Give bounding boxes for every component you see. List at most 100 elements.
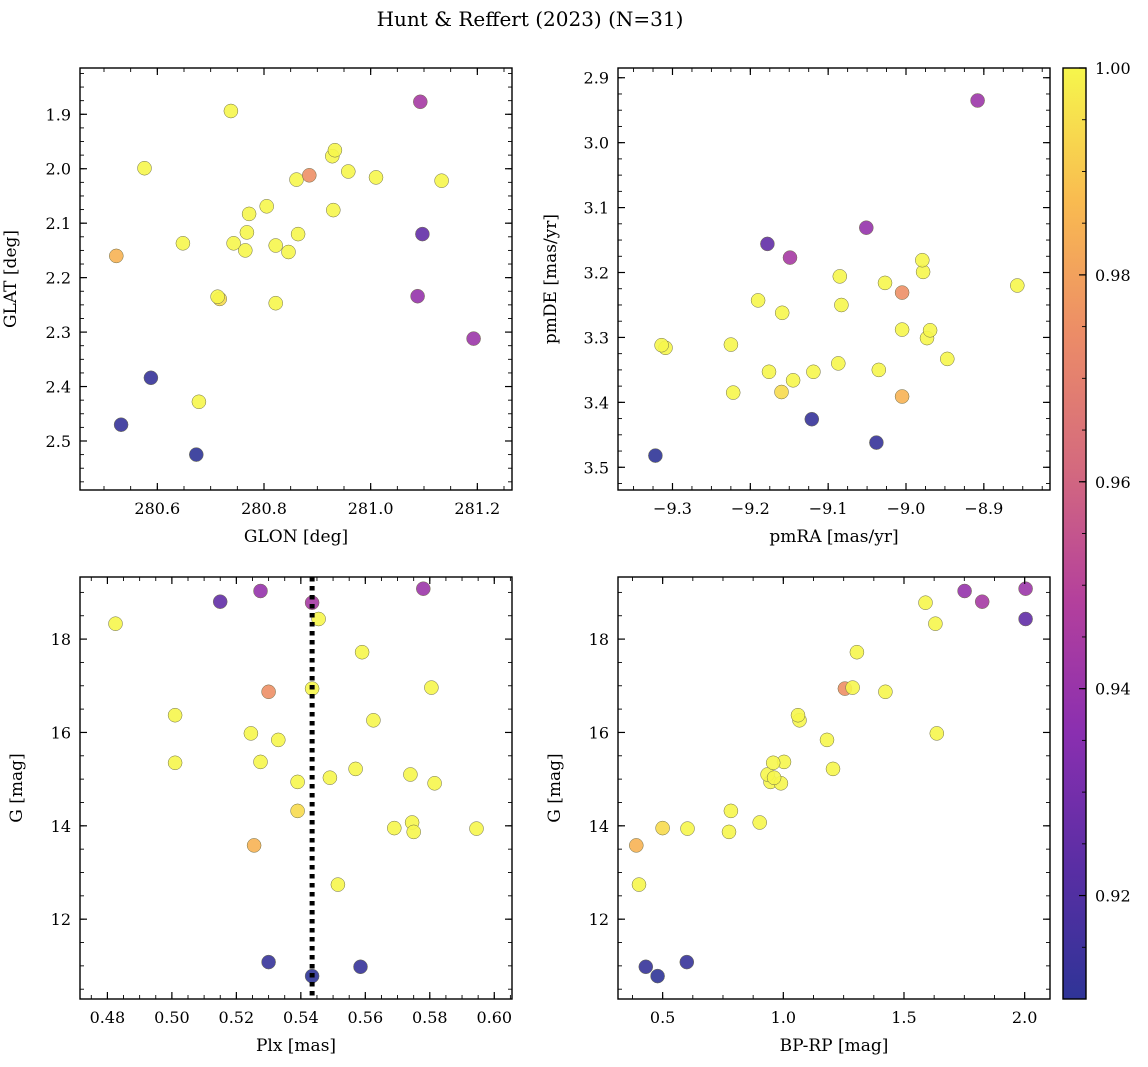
scatter-point: [750, 293, 766, 308]
scatter-point: [774, 305, 790, 321]
scatter-point: [322, 770, 338, 785]
plot-frame: [617, 576, 1051, 1000]
scatter-point: [290, 803, 305, 819]
scatter-points: [109, 94, 481, 462]
colorbar-tick-label: 1.00: [1095, 59, 1131, 78]
scatter-point: [290, 774, 305, 790]
x-axis-label: Plx [mas]: [256, 1036, 336, 1056]
x-tick-label: 281.0: [348, 499, 394, 518]
scatter-point: [368, 170, 384, 185]
scatter-point: [434, 173, 449, 188]
plot-frame: [79, 67, 513, 491]
scatter-point: [957, 583, 972, 599]
y-tick-label: 2.3: [46, 323, 71, 342]
scatter-point: [655, 820, 670, 836]
scatter-point: [406, 824, 421, 840]
scatter-point: [679, 954, 695, 970]
scatter-point: [223, 103, 239, 119]
scatter-point: [281, 244, 296, 260]
scatter-point: [348, 761, 363, 777]
scatter-point: [191, 394, 207, 410]
scatter-point: [261, 684, 276, 700]
scatter-point: [113, 417, 129, 432]
scatter-point: [466, 331, 481, 346]
scatter-point: [253, 754, 268, 770]
scatter-point: [831, 356, 846, 371]
scatter-point: [137, 160, 152, 176]
scatter-point: [302, 168, 317, 183]
scatter-point: [189, 447, 204, 462]
x-tick-label: 0.56: [348, 1008, 384, 1027]
scatter-point: [327, 142, 343, 158]
scatter-point: [790, 707, 806, 723]
scatter-point: [243, 726, 259, 741]
colorbar-tick-label: 0.96: [1095, 473, 1131, 492]
x-tick-label: 0.52: [219, 1008, 255, 1027]
y-axis-label: GLAT [deg]: [1, 230, 21, 328]
scatter-point: [289, 172, 304, 187]
scatter-point: [929, 726, 945, 741]
x-axis-label: GLON [deg]: [244, 527, 348, 547]
scatter-point: [109, 248, 124, 264]
scatter-point: [834, 297, 849, 313]
scatter-point: [804, 411, 820, 427]
scatter-point: [290, 226, 306, 242]
scatter-point: [226, 236, 241, 251]
y-tick-label: 2.2: [46, 269, 71, 288]
scatter-point: [238, 243, 253, 258]
x-tick-label: 281.2: [454, 499, 500, 518]
y-tick-label: 2.0: [46, 160, 71, 179]
y-tick-label: 3.1: [584, 199, 609, 218]
scatter-point: [629, 838, 644, 853]
x-tick-label: 0.54: [283, 1008, 319, 1027]
y-tick-label: 3.2: [584, 264, 609, 283]
scatter-point: [167, 707, 183, 723]
y-tick-label: 3.0: [584, 134, 609, 153]
scatter-points: [648, 93, 1025, 463]
scatter-point: [849, 644, 865, 660]
y-tick-label: 3.5: [584, 458, 609, 477]
scatter-point: [424, 680, 439, 695]
scatter-point: [819, 732, 835, 748]
scatter-point: [108, 616, 123, 631]
y-tick-label: 18: [51, 630, 71, 649]
scatter-point: [353, 959, 368, 975]
scatter-point: [723, 803, 739, 819]
scatter-point: [326, 202, 341, 218]
scatter-point: [721, 824, 737, 840]
x-axis-label: BP-RP [mag]: [780, 1036, 889, 1056]
figure-title: Hunt & Reffert (2023) (N=31): [377, 7, 684, 31]
scatter-point: [648, 448, 663, 463]
scatter-point: [341, 164, 356, 179]
y-tick-label: 14: [589, 817, 609, 836]
scatter-point: [253, 583, 268, 599]
scatter-point: [268, 238, 283, 253]
y-tick-label: 2.5: [46, 432, 71, 451]
scatter-point: [413, 94, 428, 110]
plot-frame: [617, 67, 1051, 491]
scatter-point: [859, 220, 874, 235]
x-tick-label: 0.5: [650, 1008, 675, 1027]
x-tick-label: 280.8: [241, 499, 287, 518]
scatter-point: [403, 767, 418, 782]
panel-p2: −9.3 −9.2 −9.1 −9.0 −8.9 2.9 3.0 3.1 3.2 3.3 3.4 3.…: [541, 67, 1051, 547]
x-tick-label: 0.48: [90, 1008, 126, 1027]
y-axis-label: G [mag]: [7, 753, 27, 822]
colorbar: 0.92 0.94 0.96 0.98 1.00: [1062, 59, 1131, 1000]
y-tick-label: 16: [51, 723, 71, 742]
x-tick-label: −9.3: [653, 499, 692, 518]
x-tick-label: −9.1: [809, 499, 848, 518]
y-tick-label: 2.1: [46, 214, 71, 233]
scatter-point: [825, 761, 841, 777]
scatter-point: [366, 713, 381, 728]
scatter-point: [143, 370, 159, 386]
scatter-point: [922, 323, 938, 338]
scatter-point: [928, 616, 943, 631]
scatter-point: [871, 362, 887, 378]
x-axis-label: pmRA [mas/yr]: [769, 527, 898, 547]
scatter-point: [259, 199, 274, 214]
panel-p3: 0.48 0.50 0.52 0.54 0.56 0.58 0.60 12 14 16 18 Plx …: [7, 576, 513, 1056]
scatter-point: [680, 821, 695, 836]
scatter-point: [723, 337, 739, 352]
